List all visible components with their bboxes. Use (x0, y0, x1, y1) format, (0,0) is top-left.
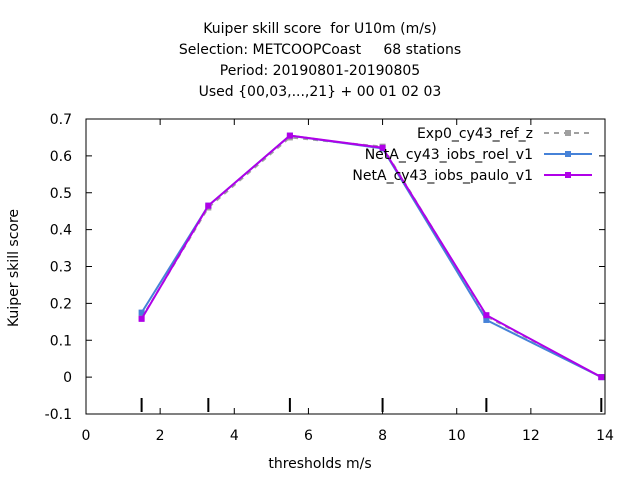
chart-title-line-3: Period: 20190801-20190805 (219, 63, 421, 79)
y-axis-label: Kuiper skill score (6, 208, 22, 328)
y-tick-label: 0 (63, 370, 72, 386)
legend-label: NetA_cy43_iobs_roel_v1 (365, 147, 533, 163)
plot-frame (85, 118, 606, 415)
data-point (379, 144, 386, 151)
data-point (138, 309, 145, 316)
chart-title-line-4: Used {00,03,...,21} + 00 01 02 03 (198, 84, 442, 100)
y-tick-label: 0.6 (50, 149, 72, 165)
data-point (483, 316, 490, 323)
x-tick-label: 0 (82, 428, 91, 444)
data-point (205, 202, 212, 209)
x-tick-label: 8 (378, 428, 387, 444)
x-tick-label: 12 (522, 428, 540, 444)
x-tick-label: 2 (156, 428, 165, 444)
x-tick-label: 4 (230, 428, 239, 444)
legend-label: NetA_cy43_iobs_paulo_v1 (352, 168, 533, 184)
legend-label: Exp0_cy43_ref_z (417, 126, 533, 142)
legend-marker-sample (565, 172, 571, 178)
x-tick-label: 10 (448, 428, 466, 444)
chart-title-line-2: Selection: METCOOPCoast 68 stations (178, 42, 462, 58)
legend: Exp0_cy43_ref_z NetA_cy43_iobs_roel_v1 Net… (352, 126, 592, 184)
y-tick-label: 0.2 (50, 296, 72, 312)
legend-marker-sample (565, 130, 571, 136)
x-axis-label: thresholds m/s (268, 456, 372, 472)
y-tick-label: 0.1 (50, 333, 72, 349)
legend-marker-sample (565, 151, 571, 157)
threshold-markers-layer (140, 398, 603, 412)
data-point (483, 312, 490, 319)
series-layer (138, 132, 605, 381)
y-tick-label: 0.7 (50, 112, 72, 128)
x-tick-label: 14 (596, 428, 614, 444)
chart-title-line-1: Kuiper skill score for U10m (m/s) (203, 21, 437, 37)
y-tick-label: 0.5 (50, 186, 72, 202)
y-tick-label: 0.4 (50, 223, 72, 239)
series-line (140, 134, 602, 379)
data-point (286, 132, 293, 139)
data-point (138, 315, 145, 322)
y-tick-label: -0.1 (45, 407, 72, 423)
data-point (598, 374, 605, 381)
x-tick-label: 6 (304, 428, 313, 444)
axes-layer: -0.1 0 0.1 0.2 0.3 0.4 0.5 0.6 0.7 0 2 4 6 8 10 12 14 (45, 112, 614, 444)
y-tick-label: 0.3 (50, 260, 72, 276)
